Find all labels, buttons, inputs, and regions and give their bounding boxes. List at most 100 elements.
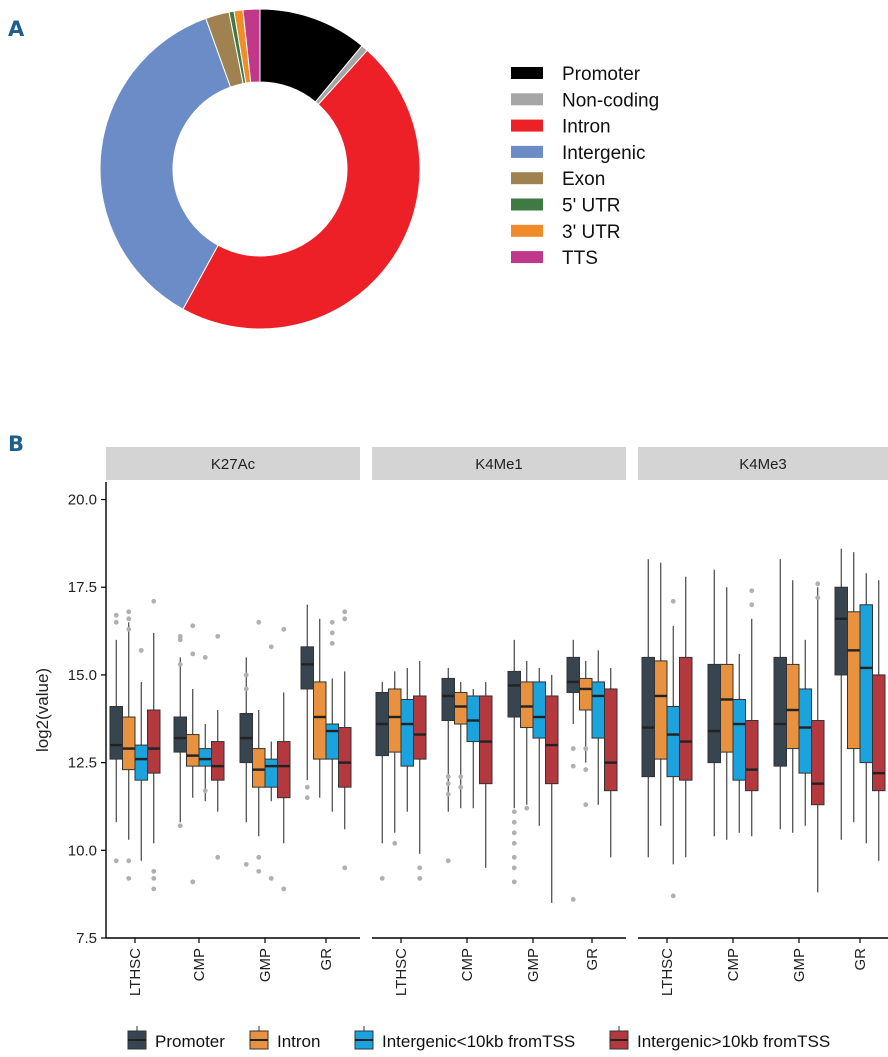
box-0-2-3	[277, 626, 291, 892]
x-tick-label-1-0: LTHSC	[393, 948, 410, 996]
box-1-1-2	[466, 688, 480, 809]
box-body	[466, 695, 480, 743]
box-body	[798, 688, 812, 774]
outlier-point-3	[445, 774, 451, 780]
facet-label-0: K27Ac	[211, 456, 256, 473]
box-1-2-1	[520, 660, 534, 811]
box-0-3-0	[300, 604, 314, 801]
box-body	[441, 677, 455, 722]
legend-item-1: Intron	[249, 1026, 320, 1051]
outlier-point-0	[256, 868, 262, 874]
legend-swatch-0	[511, 67, 543, 79]
outlier-point-2	[151, 868, 157, 874]
facet-panel-2: LTHSC CMP GMP GR	[638, 548, 888, 996]
panel-label-a: A	[8, 17, 25, 41]
box-0-2-0	[239, 657, 253, 867]
y-axis-title: log2(value)	[33, 668, 52, 752]
box-1-1-3	[479, 681, 493, 868]
donut-slice-7	[242, 8, 261, 84]
box-body	[579, 677, 593, 711]
facet-panel-1: LTHSC CMP GMP GR	[372, 639, 626, 996]
box-body	[122, 716, 136, 771]
outlier-point-0	[202, 788, 208, 794]
outlier-point-1	[670, 598, 676, 604]
box-body	[264, 758, 278, 788]
legend-label-6: 3' UTR	[562, 222, 621, 243]
box-body	[745, 720, 759, 792]
outlier-point-0	[113, 858, 119, 864]
box-body	[325, 723, 339, 760]
legend-item-label: Intergenic<10kb fromTSS	[382, 1032, 575, 1051]
box-1-3-2	[591, 650, 605, 805]
box-0-2-2	[264, 644, 278, 881]
legend-swatch-7	[511, 251, 543, 264]
box-1-0-1	[388, 671, 402, 846]
outlier-point-2	[126, 626, 132, 632]
outlier-point-2	[329, 640, 335, 646]
box-body	[773, 656, 787, 767]
outlier-point-2	[243, 672, 249, 678]
legend-item-0: Promoter	[127, 1026, 225, 1051]
box-0-0-2	[134, 647, 148, 861]
box-body	[811, 720, 825, 806]
boxplot-facets: LTHSC CMP GMP GR LTHSC CMP GMP GR LTHSC CMP GMP GR	[106, 548, 888, 996]
box-1-1-1	[454, 681, 468, 809]
legend-item-label: Promoter	[155, 1032, 225, 1051]
outlier-point-0	[215, 854, 221, 860]
box-2-0-2	[666, 598, 680, 899]
box-body	[654, 660, 668, 760]
box-0-2-1	[252, 619, 266, 874]
box-0-1-3	[211, 633, 225, 860]
box-body	[388, 688, 402, 753]
legend-swatch-2	[511, 119, 543, 132]
box-body	[134, 744, 148, 781]
outlier-point-0	[379, 875, 385, 881]
box-body	[277, 741, 291, 799]
y-axis: 7.5 10.0 12.5 15.0 17.5 20.0 log2(value)	[33, 482, 107, 947]
box-body	[566, 656, 580, 693]
box-body	[545, 695, 559, 785]
box-body	[720, 663, 734, 753]
outlier-point-2	[190, 623, 196, 629]
outlier-point-6	[511, 809, 517, 815]
box-1-0-0	[375, 681, 389, 881]
box-body	[211, 741, 225, 781]
box-body	[872, 674, 886, 792]
box-0-0-3	[147, 598, 161, 892]
legend-label-7: TTS	[562, 248, 598, 269]
outlier-point-2	[342, 609, 348, 615]
outlier-point-1	[151, 875, 157, 881]
box-0-0-1	[122, 609, 136, 881]
legend-label-4: Exon	[562, 169, 605, 190]
outlier-point-0	[749, 602, 755, 608]
outlier-point-1	[583, 767, 589, 773]
outlier-point-0	[392, 840, 398, 846]
box-0-3-3	[338, 609, 352, 871]
outlier-point-1	[268, 644, 274, 650]
outlier-point-0	[190, 879, 196, 885]
outlier-point-1	[202, 654, 208, 660]
outlier-point-0	[570, 897, 576, 902]
legend-label-1: Non-coding	[562, 90, 659, 111]
outlier-point-1	[329, 619, 335, 625]
outlier-point-0	[417, 875, 423, 881]
outlier-point-2	[113, 612, 119, 618]
outlier-point-1	[511, 865, 517, 871]
box-body	[786, 663, 800, 750]
x-tick-label-2-3: GR	[852, 948, 869, 971]
box-body	[520, 681, 534, 729]
donut-chart	[99, 8, 421, 330]
box-body	[679, 656, 693, 781]
legend-label-5: 5' UTR	[562, 196, 621, 217]
box-2-2-2	[798, 639, 812, 826]
box-body	[732, 698, 746, 781]
box-body	[479, 695, 493, 785]
outlier-point-1	[243, 686, 249, 692]
outlier-point-1	[445, 791, 451, 797]
box-body	[198, 748, 212, 767]
outlier-point-1	[304, 784, 310, 790]
box-1-3-3	[604, 667, 618, 858]
legend-swatch-5	[511, 198, 543, 211]
outlier-point-4	[126, 609, 132, 615]
box-body	[591, 681, 605, 739]
